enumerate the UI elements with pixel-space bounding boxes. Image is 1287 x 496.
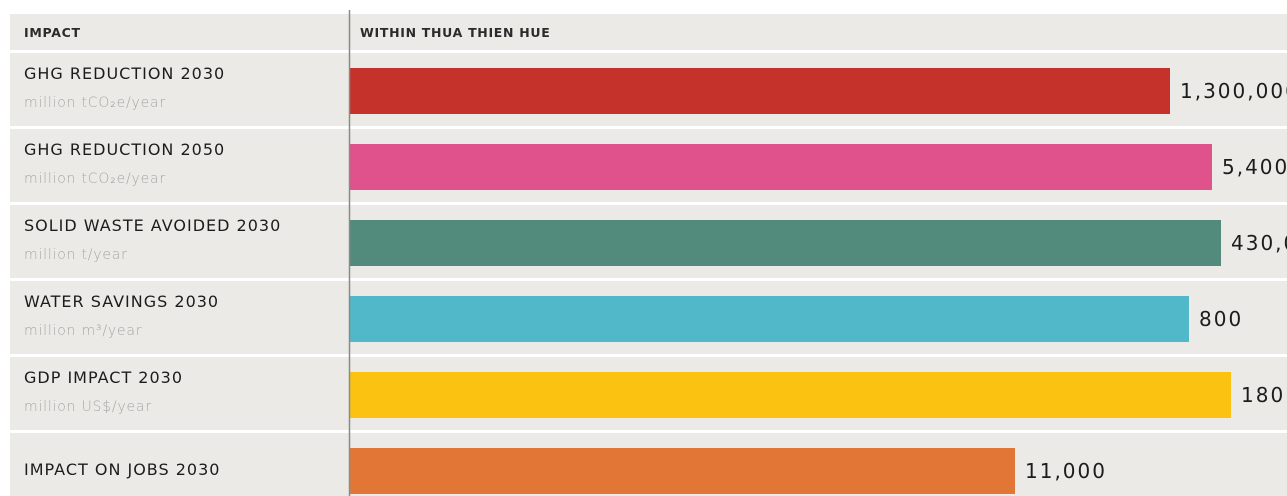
row-unit-label: million tCO₂e/year bbox=[24, 171, 166, 187]
bar-value-label: 430,000 bbox=[1231, 231, 1287, 255]
bar bbox=[349, 220, 1221, 266]
row-category-label: IMPACT ON JOBS 2030 bbox=[24, 460, 220, 479]
bar-value-label: 180 bbox=[1241, 383, 1285, 407]
header-background bbox=[10, 14, 1287, 50]
bar bbox=[349, 448, 1015, 494]
bar-value-label: 11,000 bbox=[1025, 459, 1107, 483]
row-unit-label: million tCO₂e/year bbox=[24, 95, 166, 111]
row-unit-label: million US$/year bbox=[24, 399, 152, 415]
bar-value-label: 1,300,000 bbox=[1180, 79, 1287, 103]
bar-value-label: 5,400,000 bbox=[1222, 155, 1287, 179]
row-category-label: WATER SAVINGS 2030 bbox=[24, 292, 219, 311]
region-column-header: WITHIN THUA THIEN HUE bbox=[360, 25, 551, 40]
row-category-label: GDP IMPACT 2030 bbox=[24, 368, 183, 387]
bar-value-label: 800 bbox=[1199, 307, 1243, 331]
bar-rows: GHG REDUCTION 2030 million tCO₂e/year 1,30… bbox=[10, 53, 1287, 496]
row-category-label: GHG REDUCTION 2050 bbox=[24, 140, 225, 159]
bar bbox=[349, 372, 1231, 418]
bar bbox=[349, 144, 1212, 190]
row-category-label: SOLID WASTE AVOIDED 2030 bbox=[24, 216, 281, 235]
row-unit-label: million t/year bbox=[24, 247, 128, 263]
bar bbox=[349, 68, 1170, 114]
row-category-label: GHG REDUCTION 2030 bbox=[24, 64, 225, 83]
bar bbox=[349, 296, 1189, 342]
impact-column-header: IMPACT bbox=[24, 25, 81, 40]
row-unit-label: million m³/year bbox=[24, 323, 142, 339]
